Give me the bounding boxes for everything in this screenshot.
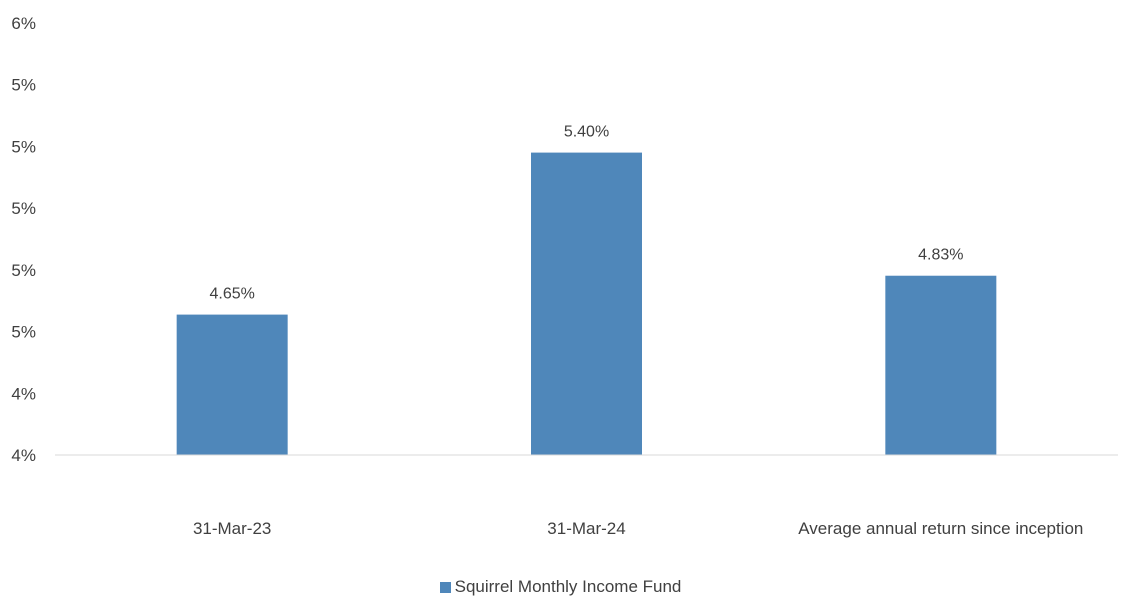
bar-data-label: 5.40% [564, 124, 609, 141]
y-tick-label: 4% [11, 384, 36, 403]
bar [885, 275, 997, 455]
y-tick-label: 5% [11, 323, 36, 342]
y-tick-label: 5% [11, 137, 36, 156]
bar-data-label: 4.83% [918, 247, 963, 264]
y-axis-ticks: 6% 5% 5% 5% 5% 5% 4% 4% [11, 14, 36, 465]
x-tick-label: Average annual return since inception [798, 519, 1083, 538]
y-tick-label: 4% [11, 446, 36, 465]
bar-data-label: 4.65% [209, 286, 254, 303]
x-tick-label: 31-Mar-23 [193, 519, 271, 538]
legend-label: Squirrel Monthly Income Fund [454, 577, 682, 596]
legend-swatch [439, 581, 451, 593]
y-tick-label: 5% [11, 199, 36, 218]
y-tick-label: 5% [11, 76, 36, 95]
bar [176, 314, 288, 455]
y-tick-label: 6% [11, 14, 36, 33]
bar [531, 152, 642, 455]
x-axis-labels: 31-Mar-23 31-Mar-24 Average annual return … [193, 519, 1083, 538]
data-labels: 4.65% 5.40% 4.83% [209, 124, 963, 303]
x-tick-label: 31-Mar-24 [547, 519, 625, 538]
legend: Squirrel Monthly Income Fund [0, 577, 1121, 597]
bars [176, 152, 997, 455]
y-tick-label: 5% [11, 261, 36, 280]
